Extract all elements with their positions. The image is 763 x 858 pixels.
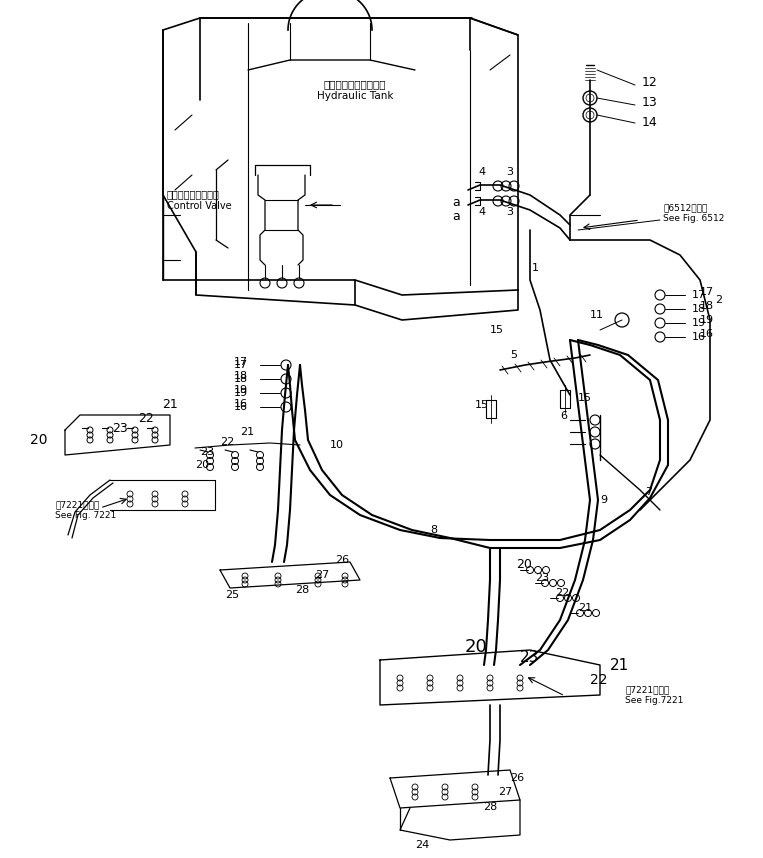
Text: 3: 3 bbox=[506, 207, 513, 217]
Text: 17: 17 bbox=[234, 357, 248, 367]
Text: 第6512図参照
See Fig. 6512: 第6512図参照 See Fig. 6512 bbox=[663, 203, 724, 223]
Text: 13: 13 bbox=[642, 96, 658, 110]
Text: 22: 22 bbox=[220, 437, 234, 447]
Text: 6: 6 bbox=[560, 411, 567, 421]
Text: 1: 1 bbox=[532, 263, 539, 273]
Text: 18: 18 bbox=[692, 304, 706, 314]
Text: 7: 7 bbox=[645, 487, 652, 497]
Text: 4: 4 bbox=[478, 207, 485, 217]
Text: 23: 23 bbox=[200, 447, 214, 457]
Text: 27: 27 bbox=[315, 570, 330, 580]
Text: 26: 26 bbox=[335, 555, 349, 565]
Text: 3: 3 bbox=[506, 167, 513, 177]
Text: 11: 11 bbox=[590, 310, 604, 320]
Text: 14: 14 bbox=[642, 116, 658, 129]
Text: 10: 10 bbox=[330, 440, 344, 450]
Text: 15: 15 bbox=[578, 393, 592, 403]
Text: 19: 19 bbox=[700, 315, 714, 325]
Text: 15: 15 bbox=[475, 400, 489, 410]
Text: 23: 23 bbox=[535, 573, 549, 583]
Text: 21: 21 bbox=[162, 398, 178, 412]
Text: 16: 16 bbox=[692, 332, 706, 342]
Text: 20: 20 bbox=[30, 433, 47, 447]
Text: 28: 28 bbox=[483, 802, 497, 812]
Text: 17: 17 bbox=[234, 360, 248, 370]
Text: 17: 17 bbox=[692, 290, 706, 300]
Text: 21: 21 bbox=[240, 427, 254, 437]
Text: 20: 20 bbox=[195, 460, 209, 470]
Text: 20: 20 bbox=[516, 559, 532, 571]
Text: 第7221図参照
See Fig.7221: 第7221図参照 See Fig.7221 bbox=[625, 686, 684, 704]
Text: 19: 19 bbox=[692, 318, 706, 328]
Text: コントロールバルブ
Control Valve: コントロールバルブ Control Valve bbox=[167, 190, 232, 211]
Text: 19: 19 bbox=[234, 388, 248, 398]
Text: 16: 16 bbox=[700, 329, 714, 339]
Text: 20: 20 bbox=[465, 638, 488, 656]
Text: 15: 15 bbox=[490, 325, 504, 335]
Text: 25: 25 bbox=[225, 590, 239, 600]
Text: 2: 2 bbox=[715, 295, 722, 305]
Text: 21: 21 bbox=[610, 657, 629, 673]
Text: 16: 16 bbox=[234, 399, 248, 409]
Text: 28: 28 bbox=[295, 585, 309, 595]
Text: 24: 24 bbox=[415, 840, 430, 850]
Text: 21: 21 bbox=[578, 603, 592, 613]
Text: 12: 12 bbox=[642, 76, 658, 89]
Text: 18: 18 bbox=[234, 371, 248, 381]
Text: 16: 16 bbox=[234, 402, 248, 412]
Text: 22: 22 bbox=[555, 588, 569, 598]
Text: 22: 22 bbox=[590, 673, 607, 687]
Text: a: a bbox=[452, 196, 460, 208]
Text: 22: 22 bbox=[138, 412, 154, 425]
Text: 18: 18 bbox=[700, 301, 714, 311]
Text: a: a bbox=[452, 210, 460, 223]
Circle shape bbox=[615, 313, 629, 327]
Text: 8: 8 bbox=[430, 525, 437, 535]
Text: 19: 19 bbox=[234, 385, 248, 395]
Text: 5: 5 bbox=[510, 350, 517, 360]
Text: 第7221図参照
See Fig. 7221: 第7221図参照 See Fig. 7221 bbox=[55, 500, 116, 520]
Text: 9: 9 bbox=[600, 495, 607, 505]
Text: 18: 18 bbox=[234, 374, 248, 384]
Text: 23: 23 bbox=[112, 421, 127, 434]
Text: 4: 4 bbox=[478, 167, 485, 177]
Text: 26: 26 bbox=[510, 773, 524, 783]
Text: 17: 17 bbox=[700, 287, 714, 297]
Text: ハイドロリックタンク
Hydraulic Tank: ハイドロリックタンク Hydraulic Tank bbox=[317, 79, 393, 100]
Text: 23: 23 bbox=[520, 650, 539, 664]
Text: 27: 27 bbox=[498, 787, 512, 797]
